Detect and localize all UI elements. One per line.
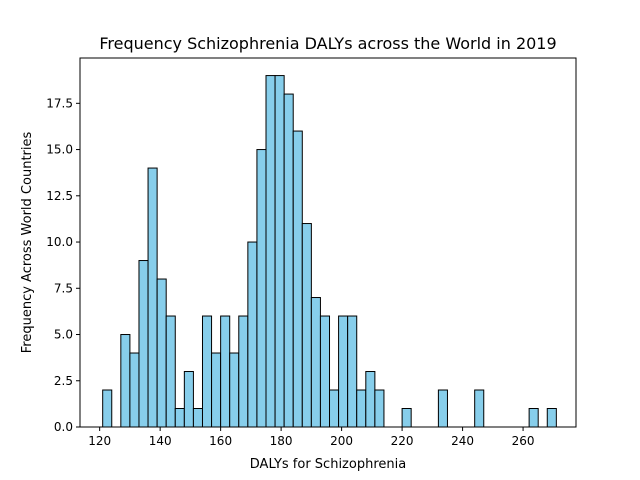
y-tick-label: 15.0 bbox=[46, 143, 73, 157]
x-tick-label: 240 bbox=[451, 434, 474, 448]
x-tick-label: 220 bbox=[391, 434, 414, 448]
histogram-bar bbox=[338, 315, 349, 428]
histogram-bar bbox=[192, 408, 203, 428]
histogram-bar bbox=[292, 130, 303, 428]
histogram-bar bbox=[347, 315, 358, 428]
histogram-bar bbox=[401, 408, 412, 428]
histogram-bar bbox=[174, 408, 185, 428]
histogram-bar bbox=[138, 260, 149, 428]
y-tick-label: 5.0 bbox=[54, 328, 73, 342]
x-ticks-group: 120 140 160 180 200 220 240 260 bbox=[88, 427, 535, 448]
y-tick-label: 10.0 bbox=[46, 235, 73, 249]
histogram-bar bbox=[329, 389, 340, 428]
histogram-bar bbox=[211, 352, 222, 428]
y-tick-label: 12.5 bbox=[46, 189, 73, 203]
histogram-bar bbox=[546, 408, 557, 428]
y-tick-label: 0.0 bbox=[54, 420, 73, 434]
histogram-bar bbox=[256, 149, 267, 428]
histogram-bar bbox=[301, 223, 312, 428]
histogram-bar bbox=[165, 315, 176, 428]
histogram-bar bbox=[120, 334, 131, 428]
histogram-bar bbox=[265, 75, 276, 428]
histogram-bar bbox=[365, 371, 376, 428]
histogram-bar bbox=[201, 315, 213, 428]
x-axis-label: DALYs for Schizophrenia bbox=[250, 457, 406, 472]
axes-frame bbox=[79, 57, 577, 428]
x-tick-label: 140 bbox=[149, 434, 172, 448]
histogram-bar bbox=[156, 278, 167, 428]
histogram-bar bbox=[238, 315, 249, 428]
histogram-bar bbox=[356, 389, 367, 428]
histogram-bar bbox=[147, 167, 158, 428]
histogram-bar bbox=[274, 75, 285, 428]
histogram-bar bbox=[310, 297, 321, 428]
x-tick-label: 160 bbox=[209, 434, 232, 448]
y-ticks-group: 0.0 2.5 5.0 7.5 10.0 12.5 15.0 17.5 bbox=[46, 96, 80, 434]
histogram-bar bbox=[129, 352, 140, 428]
chart-title: Frequency Schizophrenia DALYs across the… bbox=[99, 34, 556, 53]
x-tick-label: 120 bbox=[88, 434, 111, 448]
histogram-bar bbox=[474, 389, 485, 428]
histogram-bar bbox=[229, 352, 240, 428]
y-tick-label: 17.5 bbox=[46, 96, 73, 110]
histogram-bar bbox=[220, 315, 231, 428]
histogram-bar bbox=[319, 315, 331, 428]
histogram-bar bbox=[283, 93, 294, 428]
histogram-bar bbox=[183, 371, 194, 428]
y-axis-label: Frequency Across World Countries bbox=[20, 132, 35, 354]
x-tick-label: 260 bbox=[512, 434, 535, 448]
histogram-bar bbox=[437, 389, 448, 428]
histogram-bar bbox=[374, 389, 385, 428]
histogram-bar bbox=[528, 408, 539, 428]
y-tick-label: 2.5 bbox=[54, 374, 73, 388]
x-tick-label: 180 bbox=[270, 434, 293, 448]
histogram-bar bbox=[247, 241, 258, 428]
histogram-bar bbox=[102, 389, 113, 428]
x-tick-label: 200 bbox=[330, 434, 353, 448]
y-tick-label: 7.5 bbox=[54, 281, 73, 295]
